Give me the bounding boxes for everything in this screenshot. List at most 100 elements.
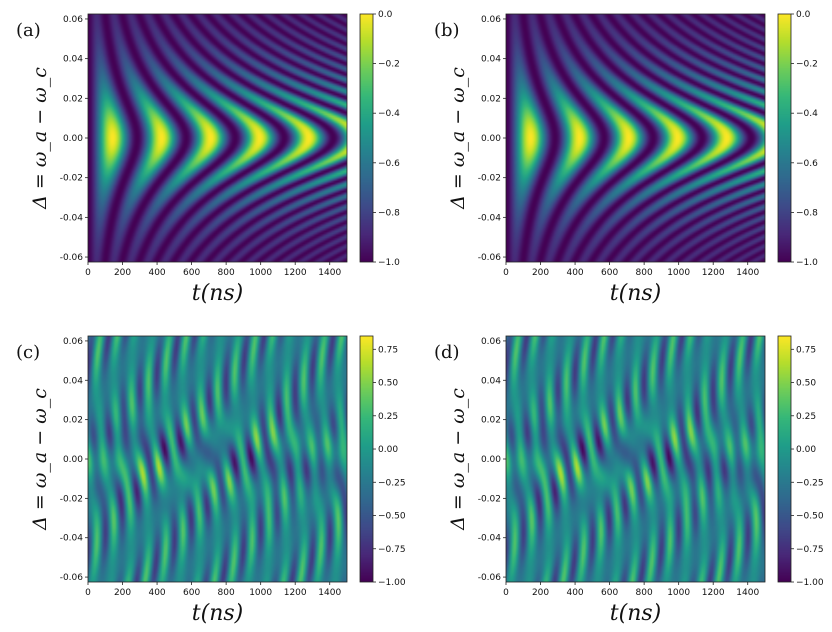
colorbar-tick-label: −0.4 <box>796 109 818 119</box>
colorbar-tick-label: −0.8 <box>378 208 400 218</box>
y-tick-label: 0.06 <box>481 15 501 25</box>
x-tick-label: 0 <box>85 588 91 598</box>
x-tick-label: 1000 <box>249 588 272 598</box>
heatmap-image <box>88 336 347 582</box>
x-tick-label: 200 <box>114 268 131 278</box>
y-tick-label: 0.02 <box>63 416 83 426</box>
colorbar <box>778 336 791 582</box>
x-tick-label: 1200 <box>702 268 725 278</box>
y-axis-label: Δ = ω_a − ω_c <box>447 67 469 210</box>
y-tick-label: -0.02 <box>60 174 83 184</box>
x-tick-label: 200 <box>532 268 549 278</box>
x-tick-label: 400 <box>148 588 165 598</box>
x-tick-label: 1000 <box>667 268 690 278</box>
y-tick-label: 0.02 <box>481 416 501 426</box>
x-tick-label: 0 <box>503 588 509 598</box>
y-tick-label: -0.02 <box>60 494 83 504</box>
colorbar-tick-label: 0.75 <box>378 345 398 355</box>
x-tick-label: 600 <box>183 268 200 278</box>
y-tick-label: 0.04 <box>481 376 501 386</box>
panel-c: 0 200 400 600 800 1000 1200 1400 -0.06 -0.04 -0.02… <box>16 335 406 626</box>
colorbar-tick-label: 0.50 <box>796 379 816 389</box>
colorbar-tick-label: −1.0 <box>796 258 818 268</box>
colorbar-tick-label: −0.6 <box>796 159 818 169</box>
x-tick-label: 1400 <box>318 268 341 278</box>
colorbar-tick-label: −0.4 <box>378 109 400 119</box>
colorbar-tick-label: 0.00 <box>796 445 816 455</box>
y-tick-label: 0.06 <box>63 337 83 347</box>
y-tick-label: 0.04 <box>63 55 83 65</box>
x-tick-label: 1400 <box>736 268 759 278</box>
x-tick-label: 1200 <box>284 588 307 598</box>
y-axis-label: Δ = ω_a − ω_c <box>29 388 51 531</box>
colorbar-tick-label: 0.50 <box>378 379 398 389</box>
y-tick-label: 0.06 <box>481 337 501 347</box>
x-tick-label: 800 <box>636 268 653 278</box>
y-tick-label: -0.04 <box>478 534 502 544</box>
x-tick-label: 400 <box>566 588 583 598</box>
x-tick-label: 1200 <box>702 588 725 598</box>
x-tick-label: 0 <box>85 268 91 278</box>
x-axis-label: t(ns) <box>192 281 243 306</box>
y-tick-label: 0.02 <box>63 94 83 104</box>
colorbar <box>360 14 373 262</box>
colorbar-tick-label: 0.00 <box>378 445 398 455</box>
x-tick-label: 400 <box>566 268 583 278</box>
colorbar-frame <box>359 335 374 583</box>
y-tick-label: 0.04 <box>63 376 83 386</box>
colorbar-tick-label: −0.2 <box>796 60 818 70</box>
colorbar-tick-label: 0.0 <box>378 10 393 20</box>
colorbar <box>778 14 791 262</box>
colorbar-tick-label: −0.6 <box>378 159 400 169</box>
colorbar-tick-label: −0.50 <box>796 512 824 522</box>
colorbar-tick-label: −0.50 <box>378 512 406 522</box>
y-axis-label: Δ = ω_a − ω_c <box>29 67 51 210</box>
colorbar-tick-label: −0.75 <box>378 545 406 555</box>
y-tick-label: 0.02 <box>481 94 501 104</box>
x-axis-label: t(ns) <box>610 281 661 306</box>
x-tick-label: 800 <box>218 588 235 598</box>
y-tick-label: -0.06 <box>478 253 502 263</box>
panel-label: (c) <box>16 342 40 363</box>
y-tick-label: -0.04 <box>60 534 84 544</box>
panel-b: 0 200 400 600 800 1000 1200 1400 -0.06 -0.04 -0.02… <box>434 10 818 306</box>
heatmap-image <box>506 336 765 582</box>
panel-label: (a) <box>16 20 41 41</box>
colorbar-frame <box>359 13 374 263</box>
panel-d: 0 200 400 600 800 1000 1200 1400 -0.06 -0.04 -0.02… <box>434 335 824 626</box>
y-tick-label: -0.02 <box>478 174 501 184</box>
x-tick-label: 600 <box>601 588 618 598</box>
colorbar <box>360 336 373 582</box>
x-tick-label: 1400 <box>736 588 759 598</box>
colorbar-tick-label: −1.00 <box>378 578 406 588</box>
x-tick-label: 600 <box>601 268 618 278</box>
panel-label: (d) <box>434 342 460 363</box>
colorbar-frame <box>777 13 792 263</box>
y-tick-label: -0.04 <box>478 213 502 223</box>
y-tick-label: -0.02 <box>478 494 501 504</box>
colorbar-tick-label: −0.25 <box>796 478 824 488</box>
x-tick-label: 1000 <box>249 268 272 278</box>
x-tick-label: 200 <box>114 588 131 598</box>
y-tick-label: 0.00 <box>481 455 501 465</box>
colorbar-tick-label: −1.00 <box>796 578 824 588</box>
x-tick-label: 1400 <box>318 588 341 598</box>
panel-a: 0 200 400 600 800 1000 1200 1400 -0.06 -0.04 -0.02… <box>16 10 400 306</box>
y-tick-label: 0.06 <box>63 15 83 25</box>
y-tick-label: -0.06 <box>60 573 84 583</box>
x-tick-label: 200 <box>532 588 549 598</box>
colorbar-tick-label: −0.8 <box>796 208 818 218</box>
y-tick-label: -0.06 <box>60 253 84 263</box>
colorbar-tick-label: −0.2 <box>378 60 400 70</box>
y-tick-label: -0.04 <box>60 213 84 223</box>
colorbar-tick-label: −0.75 <box>796 545 824 555</box>
x-tick-label: 800 <box>218 268 235 278</box>
colorbar-frame <box>777 335 792 583</box>
x-axis-label: t(ns) <box>192 601 243 626</box>
colorbar-tick-label: 0.0 <box>796 10 811 20</box>
y-tick-label: 0.00 <box>481 134 501 144</box>
y-tick-label: 0.00 <box>63 455 83 465</box>
heatmap-image <box>88 14 347 262</box>
x-axis-label: t(ns) <box>610 601 661 626</box>
